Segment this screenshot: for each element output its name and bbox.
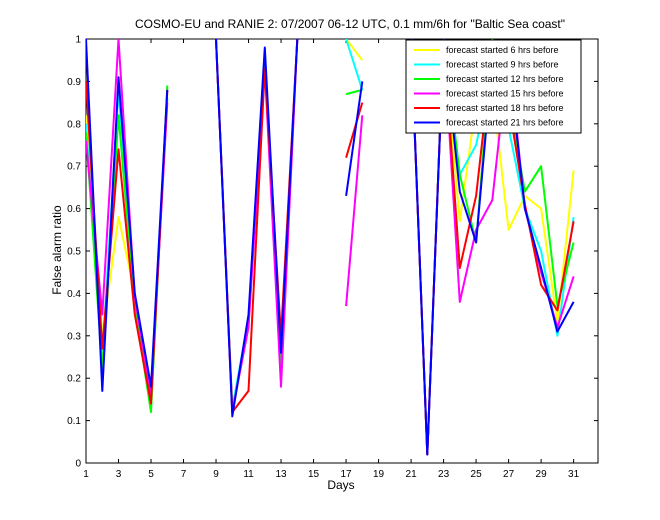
series-line-5 bbox=[86, 39, 575, 456]
x-tick-label: 11 bbox=[243, 469, 254, 480]
x-tick-label: 7 bbox=[181, 469, 187, 480]
chart-title: COSMO-EU and RANIE 2: 07/2007 06-12 UTC,… bbox=[135, 17, 565, 31]
y-tick-label: 0 bbox=[75, 459, 81, 470]
legend: forecast started 6 hrs before forecast st… bbox=[405, 39, 582, 134]
legend-box bbox=[405, 39, 582, 134]
legend-label: forecast started 6 hrs before bbox=[446, 45, 559, 55]
x-tick-label: 31 bbox=[568, 469, 580, 480]
plot-area: 1 3 5 7 9 11 13 15 17 19 21 23 25 27 29 3100.10.20.30.4… bbox=[67, 35, 599, 480]
y-tick-label: 0.1 bbox=[67, 416, 81, 427]
series-line-6 bbox=[86, 39, 575, 456]
legend-label: forecast started 21 hrs before bbox=[446, 118, 564, 128]
y-tick-label: 1 bbox=[75, 35, 81, 46]
x-tick-label: 9 bbox=[213, 469, 219, 480]
y-tick-label: 0.2 bbox=[67, 374, 81, 385]
x-tick-label: 27 bbox=[503, 469, 515, 480]
x-axis-label: Days bbox=[327, 478, 354, 492]
y-tick-label: 0.3 bbox=[67, 331, 81, 342]
y-tick-label: 0.6 bbox=[67, 204, 81, 215]
x-tick-label: 15 bbox=[308, 469, 320, 480]
x-tick-label: 29 bbox=[536, 469, 548, 480]
y-tick-label: 0.8 bbox=[67, 119, 81, 130]
x-tick-label: 19 bbox=[373, 469, 385, 480]
series-line-4 bbox=[86, 39, 575, 456]
x-tick-label: 1 bbox=[83, 469, 89, 480]
x-tick-label: 21 bbox=[406, 469, 418, 480]
legend-label: forecast started 9 hrs before bbox=[446, 60, 559, 70]
y-tick-label: 0.4 bbox=[67, 289, 81, 300]
series-group bbox=[86, 39, 575, 456]
legend-label: forecast started 18 hrs before bbox=[446, 103, 564, 113]
y-tick-label: 0.7 bbox=[67, 162, 81, 173]
x-tick-label: 3 bbox=[116, 469, 122, 480]
y-axis-label: False alarm ratio bbox=[50, 205, 64, 295]
y-tick-label: 0.9 bbox=[67, 77, 81, 88]
x-tick-label: 17 bbox=[341, 469, 353, 480]
legend-label: forecast started 15 hrs before bbox=[446, 89, 564, 99]
y-tick-label: 0.5 bbox=[67, 247, 81, 258]
x-tick-label: 13 bbox=[275, 469, 287, 480]
x-tick-label: 5 bbox=[148, 469, 154, 480]
legend-label: forecast started 12 hrs before bbox=[446, 74, 564, 84]
x-tick-label: 23 bbox=[438, 469, 450, 480]
x-tick-label: 25 bbox=[471, 469, 483, 480]
